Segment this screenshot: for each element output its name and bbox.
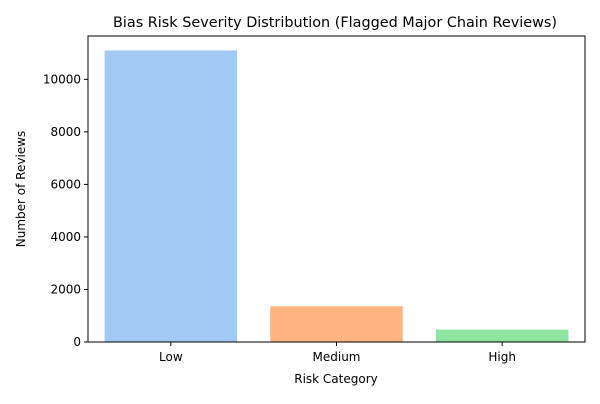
y-tick-label: 6000 [50,177,81,191]
x-tick-label: Low [159,350,183,364]
bar-medium [270,306,403,342]
y-tick-label: 2000 [50,282,81,296]
bar-low [104,50,238,342]
x-tick-label: Medium [313,350,361,364]
x-axis-label: Risk Category [294,372,378,386]
x-tick-label: High [488,350,516,364]
y-tick-label: 8000 [50,125,81,139]
y-tick-label: 0 [73,335,81,349]
x-axis: Low Medium High [159,342,516,364]
y-axis-label: Number of Reviews [14,131,28,247]
plot-area [104,50,569,342]
y-tick-label: 10000 [43,72,81,86]
y-tick-label: 4000 [50,230,81,244]
bar-high [435,329,569,342]
chart-title: Bias Risk Severity Distribution (Flagged… [113,15,557,31]
y-axis: 0 2000 4000 6000 8000 10000 [43,72,88,349]
